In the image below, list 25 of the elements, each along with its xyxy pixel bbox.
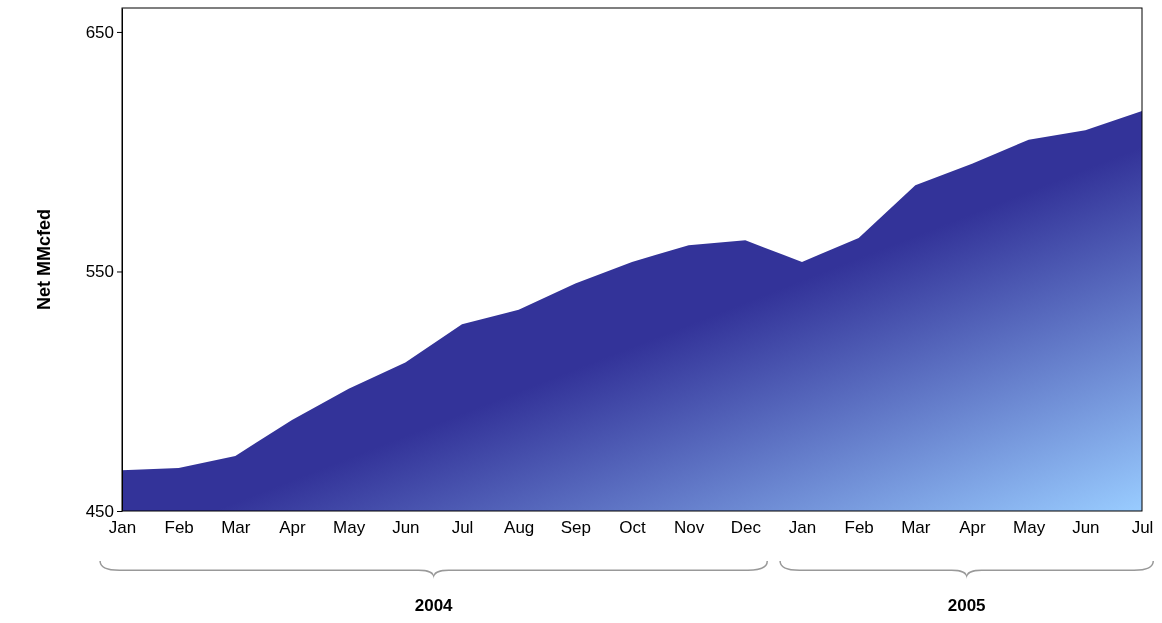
y-tick-label: 550	[85, 262, 114, 282]
x-tick-label: Mar	[901, 518, 931, 538]
x-tick-label: Jun	[1072, 518, 1100, 538]
text: 2004	[414, 596, 454, 615]
x-tick-label: Jan	[788, 518, 817, 538]
x-tick-label: Apr	[279, 518, 307, 538]
y-tick-label: 650	[85, 22, 114, 42]
x-tick-label: Feb	[844, 518, 874, 538]
x-tick-label: Dec	[730, 518, 762, 538]
x-tick-label: Jul	[451, 518, 474, 538]
x-tick-label: May	[333, 518, 366, 538]
y-tick-label: 450	[85, 501, 114, 521]
x-tick-label: Nov	[674, 518, 705, 538]
x-tick-label: Sep	[560, 518, 591, 538]
x-tick-label: Jul	[1131, 518, 1154, 538]
x-tick-label: Oct	[619, 518, 646, 538]
x-tick-label: Aug	[504, 518, 535, 538]
x-tick-label: Apr	[959, 518, 987, 538]
y-axis-title: Net MMcfed	[34, 208, 54, 311]
text: 2005	[947, 596, 986, 615]
x-tick-label: Mar	[221, 518, 251, 538]
x-tick-label: Jun	[392, 518, 420, 538]
x-tick-label: Jan	[108, 518, 137, 538]
x-tick-label: Feb	[164, 518, 194, 538]
x-tick-label: May	[1013, 518, 1046, 538]
